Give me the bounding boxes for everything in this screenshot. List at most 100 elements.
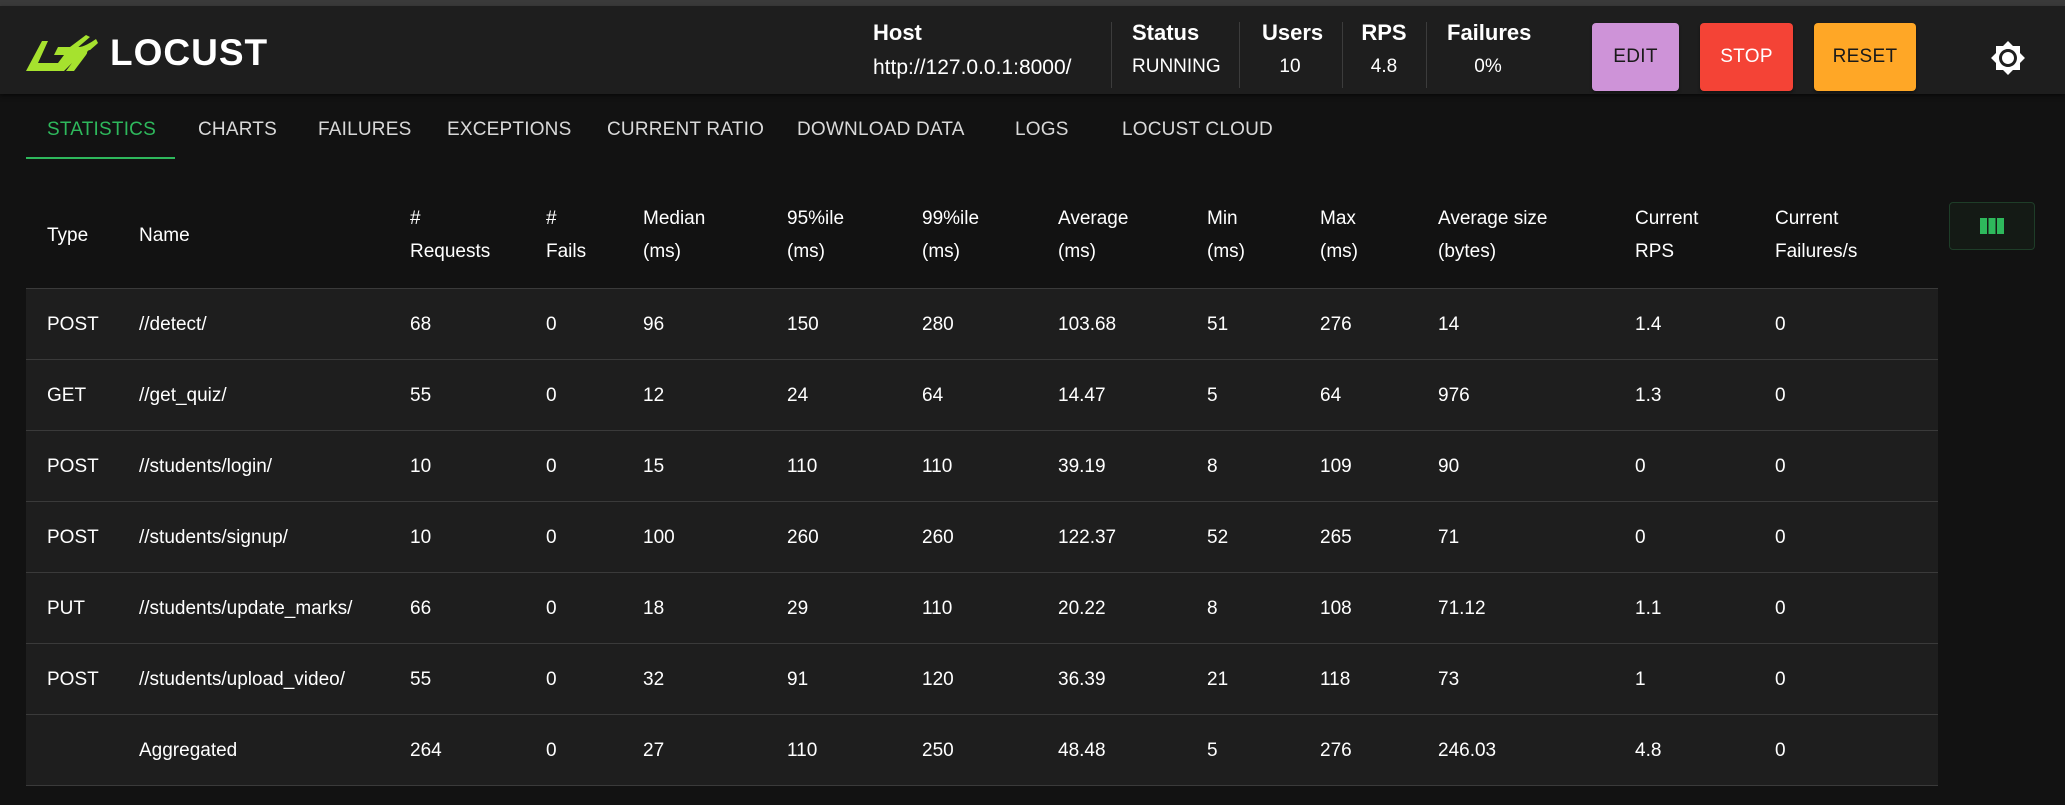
column-header-avg-size[interactable]: Average size (bytes)	[1438, 208, 1548, 262]
cell-type: POST	[47, 313, 99, 335]
cell-avg-size: 90	[1438, 455, 1460, 477]
cell-fails: 0	[546, 597, 557, 619]
cell-median: 27	[643, 739, 665, 761]
cell-p99: 260	[922, 526, 954, 548]
cell-requests: 10	[410, 526, 432, 548]
users-stat: Users 10	[1262, 20, 1324, 82]
cell-median: 18	[643, 597, 665, 619]
table-row: GET //get_quiz/55 0 12 24 64 14.47 5 64 976 1.3 0	[26, 360, 1938, 431]
column-header-median[interactable]: Median (ms)	[643, 208, 706, 262]
reset-button[interactable]: RESET	[1814, 23, 1916, 91]
cell-median: 96	[643, 313, 665, 335]
cell-min: 8	[1207, 455, 1218, 477]
cell-name: //get_quiz/	[139, 384, 227, 406]
tab-locust-cloud[interactable]: LOCUST CLOUD	[1122, 119, 1273, 140]
cell-current-rps: 0	[1635, 455, 1646, 477]
column-header-requests[interactable]: # Requests	[410, 208, 491, 262]
column-header-name[interactable]: Name	[139, 225, 190, 246]
cell-name: //students/update_marks/	[139, 597, 353, 619]
table-row: POST//students/signup/10 0 100 260 260 122.37…	[26, 502, 1938, 573]
cell-p95: 24	[787, 384, 809, 406]
users-label: Users	[1262, 20, 1324, 45]
divider	[1342, 22, 1343, 88]
cell-requests: 55	[410, 384, 432, 406]
tab-failures[interactable]: FAILURES	[318, 119, 412, 140]
cell-requests: 264	[410, 739, 442, 761]
cell-p95: 150	[787, 313, 819, 335]
cell-requests: 66	[410, 597, 432, 619]
cell-p95: 29	[787, 597, 809, 619]
host-value: http://127.0.0.1:8000/	[873, 56, 1072, 79]
cell-requests: 55	[410, 668, 432, 690]
tab-statistics[interactable]: STATISTICS	[47, 119, 156, 140]
cell-fails: 0	[546, 455, 557, 477]
stop-button[interactable]: STOP	[1700, 23, 1793, 91]
active-tab-indicator	[26, 157, 175, 159]
column-header-type[interactable]: Type	[47, 225, 89, 246]
table-row: PUT //students/update_marks/66 0 18 29 110 20.…	[26, 573, 1938, 644]
table-row: POST //students/login/10 0 15 110 110 39.19 8 10…	[26, 431, 1938, 502]
cell-p99: 250	[922, 739, 954, 761]
cell-p95: 91	[787, 668, 809, 690]
rps-stat: RPS 4.8	[1361, 20, 1407, 82]
cell-max: 118	[1320, 668, 1351, 690]
cell-type: POST	[47, 526, 99, 548]
cell-average: 39.19	[1058, 455, 1106, 477]
cell-median: 12	[643, 384, 665, 406]
cell-name: //students/upload_video/	[139, 668, 345, 690]
edit-button[interactable]: EDIT	[1592, 23, 1679, 91]
table-header-row: Type Name # Requests # Fails Median (ms) 95%i…	[26, 190, 1938, 289]
cell-current-rps: 1.3	[1635, 384, 1662, 406]
cell-current-rps: 0	[1635, 526, 1646, 548]
column-header-current-failures[interactable]: Current Failures/s	[1775, 208, 1858, 262]
cell-avg-size: 71.12	[1438, 597, 1486, 619]
cell-max: 64	[1320, 384, 1342, 406]
cell-type: POST	[47, 455, 99, 477]
rps-value: 4.8	[1370, 56, 1398, 77]
tab-logs[interactable]: LOGS	[1015, 119, 1069, 140]
cell-p99: 280	[922, 313, 954, 335]
failures-stat: Failures 0%	[1447, 20, 1532, 82]
cell-type: PUT	[47, 597, 85, 619]
failures-label: Failures	[1447, 20, 1532, 45]
cell-min: 5	[1207, 739, 1218, 761]
cell-p95: 110	[787, 739, 818, 761]
cell-fails: 0	[546, 526, 557, 548]
cell-max: 265	[1320, 526, 1352, 548]
cell-median: 100	[643, 526, 675, 548]
column-header-fails[interactable]: # Fails	[546, 208, 587, 262]
cell-avg-size: 14	[1438, 313, 1460, 335]
cell-fails: 0	[546, 668, 557, 690]
cell-current-rps: 1.4	[1635, 313, 1662, 335]
view-column-icon	[1980, 218, 2004, 234]
cell-min: 8	[1207, 597, 1218, 619]
cell-name: Aggregated	[139, 739, 238, 761]
cell-min: 21	[1207, 668, 1229, 690]
cell-fails: 0	[546, 384, 557, 406]
tab-charts[interactable]: CHARTS	[198, 119, 277, 140]
tab-exceptions[interactable]: EXCEPTIONS	[447, 119, 572, 140]
locust-logo[interactable]: LOCUST	[24, 32, 268, 74]
cell-median: 15	[643, 455, 665, 477]
cell-avg-size: 246.03	[1438, 739, 1497, 761]
cell-min: 5	[1207, 384, 1218, 406]
cell-p99: 110	[922, 455, 953, 477]
table-body: POST//detect/68 0 96 150 280 103.68 51 276 14 1.4…	[26, 289, 1938, 786]
cell-p95: 260	[787, 526, 819, 548]
column-header-max[interactable]: Max (ms)	[1320, 208, 1358, 262]
column-header-p99[interactable]: 99%ile (ms)	[922, 208, 980, 262]
brightness-icon[interactable]	[1990, 40, 2026, 76]
column-header-average[interactable]: Average (ms)	[1058, 208, 1129, 262]
tab-current-ratio[interactable]: CURRENT RATIO	[607, 119, 765, 140]
tab-download-data[interactable]: DOWNLOAD DATA	[797, 119, 965, 140]
aggregated-row: Aggregated 264 0 27 110 250 48.48 5 276 246.03 4.8…	[26, 715, 1938, 786]
cell-average: 122.37	[1058, 526, 1117, 548]
column-header-current-rps[interactable]: Current RPS	[1635, 208, 1699, 262]
cell-max: 276	[1320, 313, 1352, 335]
cell-p99: 120	[922, 668, 954, 690]
cell-current-failures: 0	[1775, 668, 1786, 690]
column-header-p95[interactable]: 95%ile (ms)	[787, 208, 845, 262]
column-header-min[interactable]: Min (ms)	[1207, 208, 1245, 262]
locust-logo-icon	[26, 35, 98, 71]
column-toggle-button[interactable]	[1949, 202, 2035, 250]
